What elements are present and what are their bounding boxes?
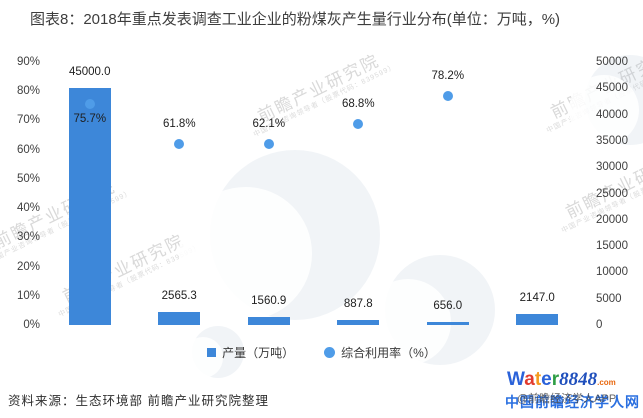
scatter-point xyxy=(442,91,453,102)
point-value-label: 62.1% xyxy=(252,117,286,130)
y-axis-right-tick: 30000 xyxy=(596,161,628,174)
bar xyxy=(68,88,111,325)
point-value-label: 75.7% xyxy=(73,112,107,125)
logo-number: 8848 xyxy=(559,369,598,390)
y-axis-right-tick: 15000 xyxy=(596,240,628,253)
legend-point-label: 综合利用率（%） xyxy=(341,346,436,360)
logo-letter: W xyxy=(507,369,525,390)
y-axis-left-tick: 50% xyxy=(16,172,40,185)
y-axis-left-tick: 0% xyxy=(23,319,40,331)
y-axis-right-tick: 40000 xyxy=(596,108,628,121)
bar xyxy=(247,316,290,325)
water8848-wordmark: Water8848.com xyxy=(507,370,616,393)
y-axis-left-tick: 10% xyxy=(16,289,40,302)
point-value-label: 61.8% xyxy=(162,118,196,131)
legend-bar-label: 产量（万吨） xyxy=(222,346,295,360)
bar xyxy=(337,320,380,325)
y-axis-left-tick: 80% xyxy=(16,85,40,98)
water-letters: Water xyxy=(507,369,559,390)
bar xyxy=(426,321,469,325)
y-axis-right-tick: 0 xyxy=(596,319,603,331)
chart-title: 图表8：2018年重点发表调查工业企业的粉煤灰产生量行业分布(单位：万吨，%) xyxy=(30,11,561,28)
bar-value-label: 2147.0 xyxy=(519,291,555,304)
chart-legend: 产量（万吨） 综合利用率（%） xyxy=(0,344,643,361)
scatter-point xyxy=(353,118,364,129)
y-axis-left-tick: 70% xyxy=(16,114,40,127)
point-value-label: 68.8% xyxy=(341,97,375,110)
y-axis-left-tick: 40% xyxy=(16,202,40,215)
y-axis-left-tick: 90% xyxy=(16,56,40,68)
y-axis-right-tick: 50000 xyxy=(596,56,628,68)
y-axis-right-tick: 20000 xyxy=(596,213,628,226)
point-value-label: 78.2% xyxy=(431,70,465,83)
source-note: 资料来源：生态环境部 前瞻产业研究院整理 xyxy=(8,394,269,408)
logo-letter: a xyxy=(524,369,535,390)
scatter-point xyxy=(174,139,185,150)
y-axis-right-tick: 25000 xyxy=(596,187,628,200)
logo-letter: t xyxy=(534,369,542,390)
bar xyxy=(158,311,201,325)
scatter-point xyxy=(263,138,274,149)
scatter-point xyxy=(84,98,95,109)
bar-value-label: 2565.3 xyxy=(161,289,197,302)
bar-value-label: 656.0 xyxy=(433,299,463,312)
scatter-series-marker-icon xyxy=(324,347,336,358)
bar-value-label: 45000.0 xyxy=(68,66,111,79)
y-axis-right-tick: 35000 xyxy=(596,134,628,147)
app-watermark-text: @前瞻经济学人APP xyxy=(517,393,617,405)
watermark-sub-text: 中国产业咨询领导者（股票代码：839599） xyxy=(545,59,643,135)
y-axis-left-tick: 60% xyxy=(16,143,40,156)
logo-letter: e xyxy=(541,369,552,390)
y-axis-right-tick: 5000 xyxy=(596,292,622,305)
y-axis-left-tick: 30% xyxy=(16,231,40,244)
site-name-text: 中国前瞻经济学人网 xyxy=(505,394,640,410)
y-axis-right-tick: 45000 xyxy=(596,82,628,95)
logo-tld: .com xyxy=(597,378,616,387)
bar xyxy=(516,313,559,325)
bar-value-label: 887.8 xyxy=(343,298,373,311)
bar-value-label: 1560.9 xyxy=(251,294,287,307)
logo-letter: r xyxy=(551,369,560,390)
legend-item-production: 产量（万吨） xyxy=(207,344,294,361)
water8848-logo: Water8848.com 中国前瞻经济学人网 @前瞻经济学人APP xyxy=(505,370,643,416)
bar-series-marker-icon xyxy=(207,348,217,357)
y-axis-left-tick: 20% xyxy=(16,260,40,273)
y-axis-right-tick: 10000 xyxy=(596,266,628,279)
legend-item-utilization: 综合利用率（%） xyxy=(324,344,436,361)
